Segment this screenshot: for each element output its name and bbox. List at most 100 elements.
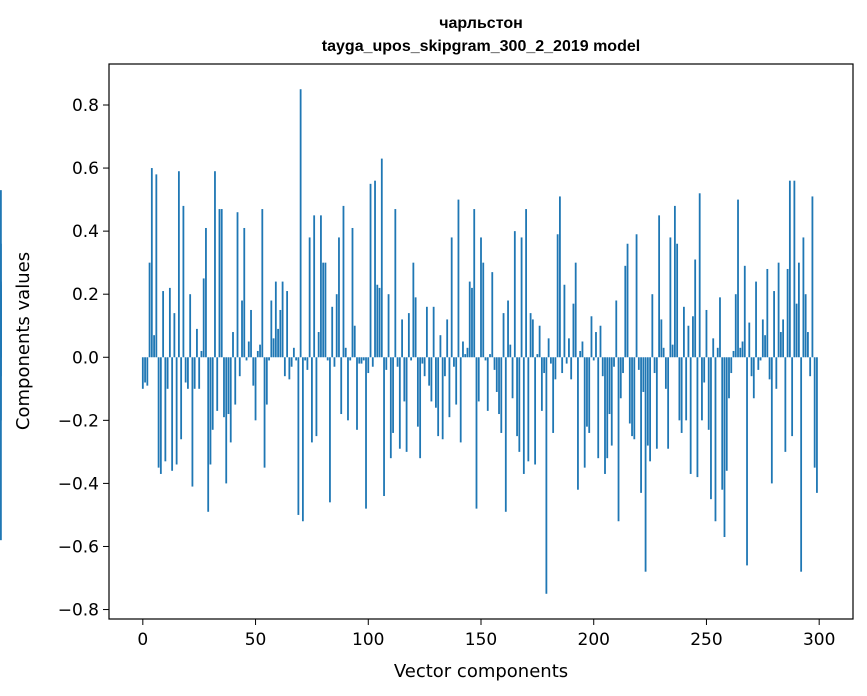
bar-58 [272, 338, 275, 358]
bar-57 [270, 300, 273, 358]
bar-206 [606, 357, 609, 459]
bar-195 [581, 341, 584, 358]
bar-169 [522, 357, 525, 474]
bar-284 [782, 319, 785, 358]
y-tick-label: 0.4 [72, 222, 99, 242]
bar-257 [721, 357, 724, 490]
bar-240 [683, 306, 685, 358]
bar-78 [317, 332, 320, 358]
bar-283 [779, 332, 782, 358]
bar-117 [405, 357, 408, 452]
bar-229 [658, 215, 661, 358]
bar-247 [698, 193, 701, 358]
y-tick-label: 0.2 [72, 285, 99, 305]
bar-137 [450, 237, 453, 358]
bar-145 [468, 281, 471, 358]
bar-16 [177, 171, 180, 358]
bar-220 [637, 357, 640, 370]
x-tick-label: 50 [245, 630, 267, 650]
y-tick-label: −0.8 [58, 601, 99, 621]
bar-214 [624, 265, 627, 358]
bar-51 [256, 350, 259, 358]
bar-99 [365, 357, 367, 509]
bar-24 [196, 328, 198, 358]
y-tick-label: 0.8 [72, 96, 99, 116]
bar-190 [570, 357, 573, 380]
bar-131 [437, 357, 440, 437]
bar-223 [644, 357, 647, 572]
bar-11 [166, 357, 169, 389]
bar-81 [324, 262, 327, 358]
bar-226 [651, 294, 654, 358]
bar-189 [568, 338, 570, 358]
bar-8 [159, 357, 162, 474]
chart-title: чарльстон [439, 15, 523, 32]
bar-94 [353, 325, 356, 358]
bar-149 [477, 357, 480, 402]
bar-178 [543, 357, 546, 374]
bar-211 [617, 357, 620, 522]
bar-64 [286, 291, 289, 358]
bar-50 [254, 357, 257, 421]
bar-285 [784, 357, 787, 452]
bar-203 [599, 325, 602, 358]
bar-282 [777, 262, 780, 358]
bar-44 [241, 300, 243, 358]
bar-111 [392, 357, 394, 433]
bar-269 [748, 322, 751, 358]
bar-152 [484, 357, 487, 361]
bar-4 [150, 168, 153, 358]
bar-49 [252, 357, 255, 386]
bar-160 [502, 313, 505, 358]
bar-268 [746, 357, 748, 566]
bar-148 [475, 357, 478, 509]
bar-115 [401, 319, 403, 358]
bar-208 [610, 357, 613, 446]
bar-102 [371, 357, 374, 367]
bar-118 [407, 313, 410, 358]
bar-175 [536, 354, 539, 358]
bar-231 [662, 347, 665, 358]
bar-0 [141, 357, 144, 389]
bar-250 [705, 309, 708, 358]
x-axis-label: Vector components [394, 661, 568, 682]
bar-179 [545, 357, 548, 594]
bar-171 [527, 357, 530, 462]
bar-143 [464, 354, 467, 358]
bar-197 [586, 357, 588, 427]
bar-105 [378, 287, 381, 358]
bar-119 [410, 357, 413, 361]
bar-59 [274, 281, 277, 358]
bar-271 [752, 357, 755, 399]
bar-27 [202, 278, 205, 358]
bar-97 [360, 357, 363, 364]
bar-135 [446, 319, 449, 358]
bar-52 [259, 344, 261, 358]
bar-281 [775, 357, 778, 389]
bar-276 [764, 335, 766, 358]
bar-7 [157, 357, 160, 468]
bar-181 [549, 357, 552, 364]
bar-213 [622, 357, 624, 374]
bar-42 [236, 212, 239, 358]
bar-110 [389, 357, 392, 459]
bar-237 [676, 243, 679, 358]
bar-90 [344, 347, 347, 358]
bar-100 [367, 357, 370, 374]
bar-82 [326, 357, 329, 361]
bar-132 [439, 335, 442, 358]
bar-37 [225, 357, 228, 484]
bar-205 [604, 357, 606, 474]
bar-116 [403, 357, 406, 402]
bar-161 [504, 357, 507, 512]
bar-104 [376, 284, 379, 358]
bar-228 [655, 357, 658, 449]
bar-210 [615, 300, 618, 358]
bar-130 [435, 357, 437, 408]
bar-299 [816, 357, 818, 493]
bar-180 [547, 338, 550, 358]
bar-22 [191, 357, 194, 487]
bar-74 [308, 237, 311, 358]
bar-67 [292, 347, 295, 358]
